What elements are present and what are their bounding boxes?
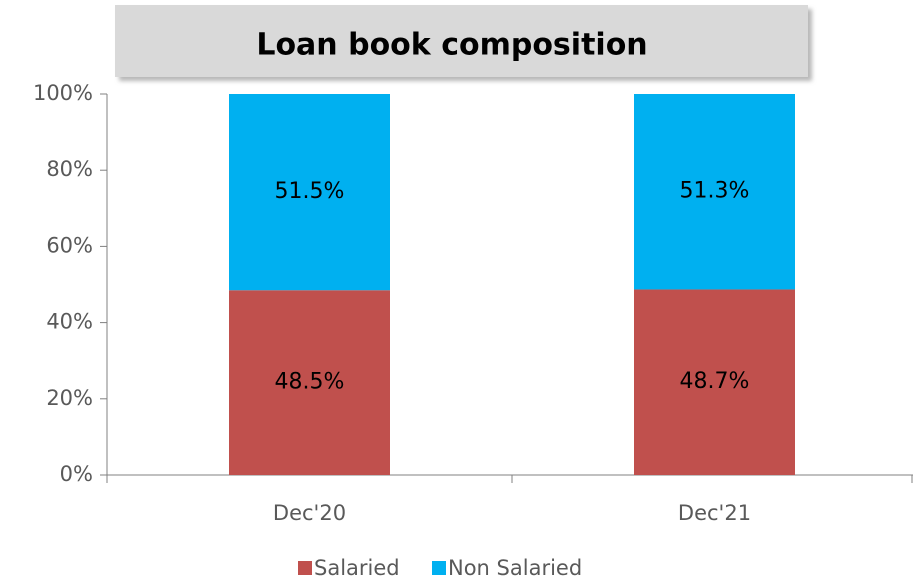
chart-title: Loan book composition	[256, 28, 647, 63]
y-tick-label: 100%	[33, 81, 93, 105]
value-label: 48.5%	[275, 370, 345, 395]
bar-segment	[229, 94, 390, 291]
value-label: 48.7%	[680, 369, 750, 394]
bar-segment	[634, 289, 795, 475]
y-tick-label: 40%	[46, 310, 93, 334]
legend-swatch	[432, 561, 446, 575]
y-tick-label: 0%	[60, 462, 93, 486]
y-tick-label: 80%	[46, 157, 93, 181]
value-label: 51.3%	[680, 179, 750, 204]
bar-segment	[229, 290, 390, 475]
y-tick-label: 20%	[46, 386, 93, 410]
legend-swatch	[298, 561, 312, 575]
y-tick-label: 60%	[46, 233, 93, 257]
legend-label: Salaried	[314, 556, 400, 580]
x-tick-label: Dec'21	[678, 501, 751, 525]
value-label: 51.5%	[275, 179, 345, 204]
legend-label: Non Salaried	[448, 556, 582, 580]
bar-segment	[634, 94, 795, 290]
title-box	[115, 5, 808, 77]
x-tick-label: Dec'20	[273, 501, 346, 525]
